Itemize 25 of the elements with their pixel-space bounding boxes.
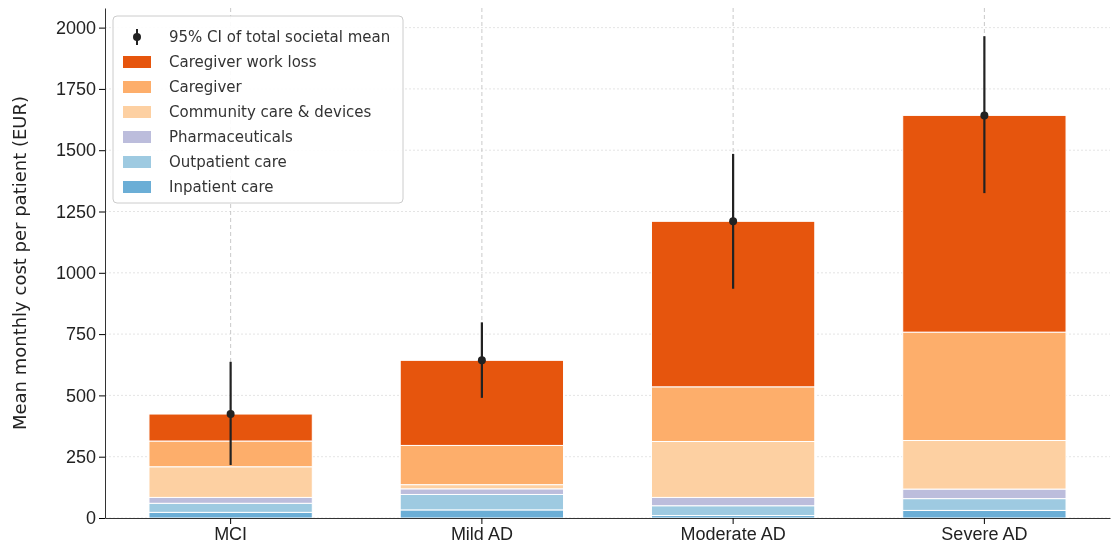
x-tick-label: MCI xyxy=(214,523,248,542)
point xyxy=(226,410,235,419)
legend-label: Outpatient care xyxy=(169,153,287,171)
y-tick-label: 2000 xyxy=(55,17,96,38)
y-tick-label: 1000 xyxy=(55,263,96,284)
y-tick-label: 250 xyxy=(65,446,96,467)
legend-label: Caregiver work loss xyxy=(169,53,317,71)
legend-label: Inpatient care xyxy=(169,178,274,196)
point xyxy=(729,217,738,226)
y-tick-label: 0 xyxy=(85,508,96,529)
x-tick-label: Severe AD xyxy=(941,523,1028,542)
point xyxy=(477,356,486,365)
legend-label: Caregiver xyxy=(169,78,243,96)
y-tick-label: 1250 xyxy=(55,201,96,222)
x-tick-label: Mild AD xyxy=(450,523,513,542)
y-tick-label: 750 xyxy=(65,324,96,345)
legend-label: Community care & devices xyxy=(169,103,372,121)
y-tick-label: 500 xyxy=(65,385,96,406)
x-tick-label: Moderate AD xyxy=(680,523,786,542)
y-axis-title: Mean monthly cost per patient (EUR) xyxy=(9,95,30,431)
legend-label: 95% CI of total societal mean xyxy=(169,28,391,46)
legend-label: Pharmaceuticals xyxy=(169,128,294,146)
y-tick-label: 1500 xyxy=(55,140,96,161)
y-tick-label: 1750 xyxy=(55,79,96,100)
point xyxy=(980,111,989,120)
